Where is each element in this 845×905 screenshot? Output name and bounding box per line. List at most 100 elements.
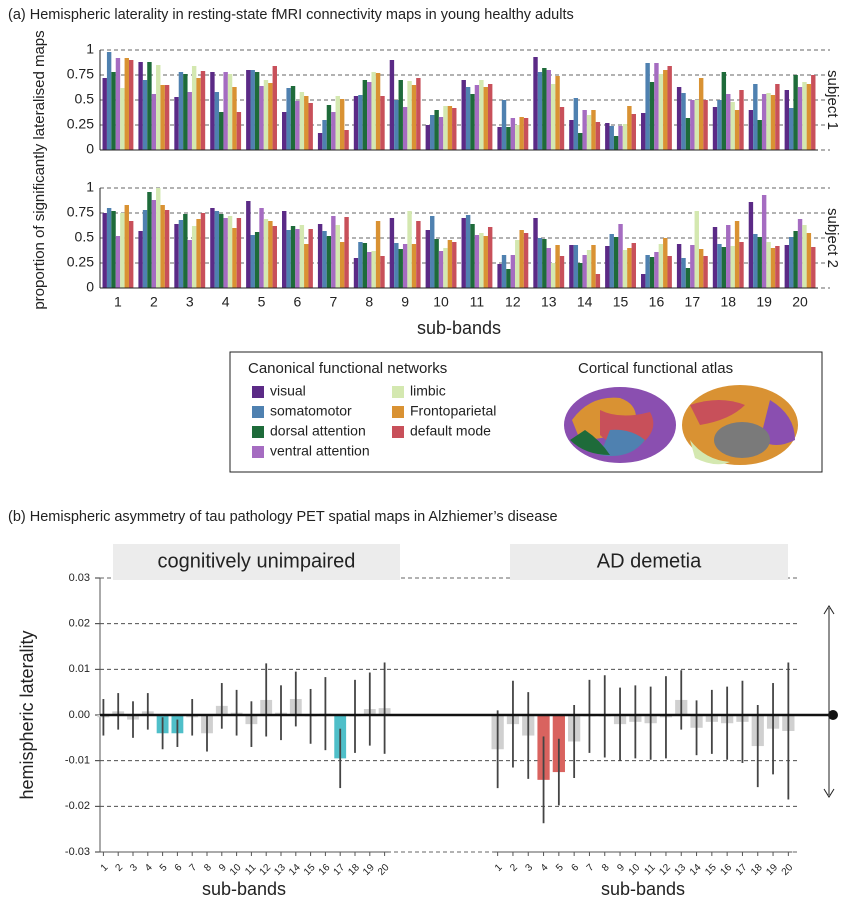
bar: [569, 245, 574, 288]
bar: [515, 125, 520, 150]
bar: [443, 106, 448, 150]
bar: [120, 213, 125, 288]
bar: [506, 127, 511, 150]
bar: [770, 95, 776, 150]
panel-title: (a) Hemispheric laterality in resting-st…: [8, 7, 574, 23]
bar: [645, 255, 650, 288]
bar: [246, 201, 251, 288]
atlas-patch: [760, 400, 795, 445]
bar: [573, 98, 579, 150]
bar: [519, 117, 524, 150]
x-tick-label: 19: [764, 862, 780, 878]
bar: [555, 245, 560, 288]
bar: [236, 112, 242, 150]
bar: [187, 92, 192, 150]
bar: [806, 84, 812, 150]
bar: [497, 127, 502, 150]
charts: (a) Hemispheric laterality in resting-st…: [8, 7, 841, 899]
bar: [753, 234, 758, 288]
x-tick-label: 6: [569, 862, 581, 874]
x-tick-label: 17: [685, 294, 701, 310]
bar: [537, 238, 543, 288]
bar: [506, 269, 511, 288]
bar: [685, 118, 691, 150]
bar: [761, 94, 767, 150]
bar: [703, 100, 708, 150]
bar: [106, 52, 112, 150]
bar: [102, 213, 107, 288]
bar: [694, 211, 699, 288]
bar: [479, 80, 484, 150]
bar: [797, 219, 803, 288]
bar: [416, 221, 421, 288]
y-tick-label: 0: [86, 141, 94, 157]
subplot-label: cognitively unimpaired: [158, 550, 356, 572]
bar: [214, 92, 220, 150]
bar: [775, 84, 780, 150]
bar: [160, 85, 165, 150]
x-tick-label: 5: [554, 862, 566, 874]
legend-label: limbic: [410, 383, 446, 399]
x-tick-label: 4: [539, 862, 551, 874]
y-tick-label: 0.5: [75, 91, 95, 107]
bar: [434, 110, 439, 150]
bar: [618, 224, 623, 288]
x-tick-label: 3: [524, 862, 536, 874]
subplot-label: AD demetia: [597, 550, 702, 572]
bar: [452, 108, 457, 150]
legend-label: somatomotor: [270, 403, 352, 419]
bar: [658, 74, 664, 150]
legend-label: Frontoparietal: [410, 403, 496, 419]
bar: [578, 263, 583, 288]
bar: [712, 107, 718, 150]
y-tick-label: -0.02: [65, 800, 90, 812]
legend-label: visual: [270, 383, 306, 399]
bar: [304, 96, 309, 150]
bar: [605, 246, 610, 288]
bar: [358, 95, 363, 150]
x-tick-label: 5: [158, 862, 170, 874]
x-tick-label: 19: [756, 294, 772, 310]
bar: [739, 90, 744, 150]
x-tick-label: 14: [287, 862, 303, 878]
bar: [250, 235, 255, 288]
bar: [667, 256, 672, 288]
bar: [730, 102, 735, 150]
bar: [362, 80, 368, 150]
y-tick-label: 0.75: [67, 204, 94, 220]
x-tick-label: 18: [346, 862, 362, 878]
bar: [219, 214, 224, 288]
bar: [641, 113, 646, 150]
bar: [183, 214, 188, 288]
bar: [232, 228, 237, 288]
x-axis-label: sub-bands: [202, 879, 286, 899]
bar: [533, 57, 538, 150]
bar: [219, 112, 224, 150]
bar: [487, 227, 493, 288]
x-tick-label: 1: [99, 862, 111, 874]
bar: [128, 60, 134, 150]
bar: [375, 221, 381, 288]
bar: [663, 70, 668, 150]
atlas-patch: [690, 400, 745, 425]
y-tick-label: 0.25: [67, 254, 94, 270]
bar: [272, 66, 277, 150]
bar: [250, 70, 255, 150]
bar: [353, 258, 359, 288]
y-tick-label: 0.02: [69, 618, 90, 630]
bar: [550, 263, 556, 288]
legend-title: Canonical functional networks: [248, 360, 447, 377]
bar: [748, 110, 754, 150]
bar: [120, 88, 125, 150]
bar: [124, 205, 129, 288]
bar: [371, 72, 376, 150]
atlas-patch: [600, 429, 645, 456]
bar: [191, 226, 197, 288]
bar: [717, 244, 722, 288]
bar: [712, 227, 718, 288]
bar: [434, 239, 439, 288]
bar: [501, 255, 507, 288]
bar: [582, 110, 587, 150]
bar: [362, 243, 368, 288]
bar: [353, 96, 359, 150]
